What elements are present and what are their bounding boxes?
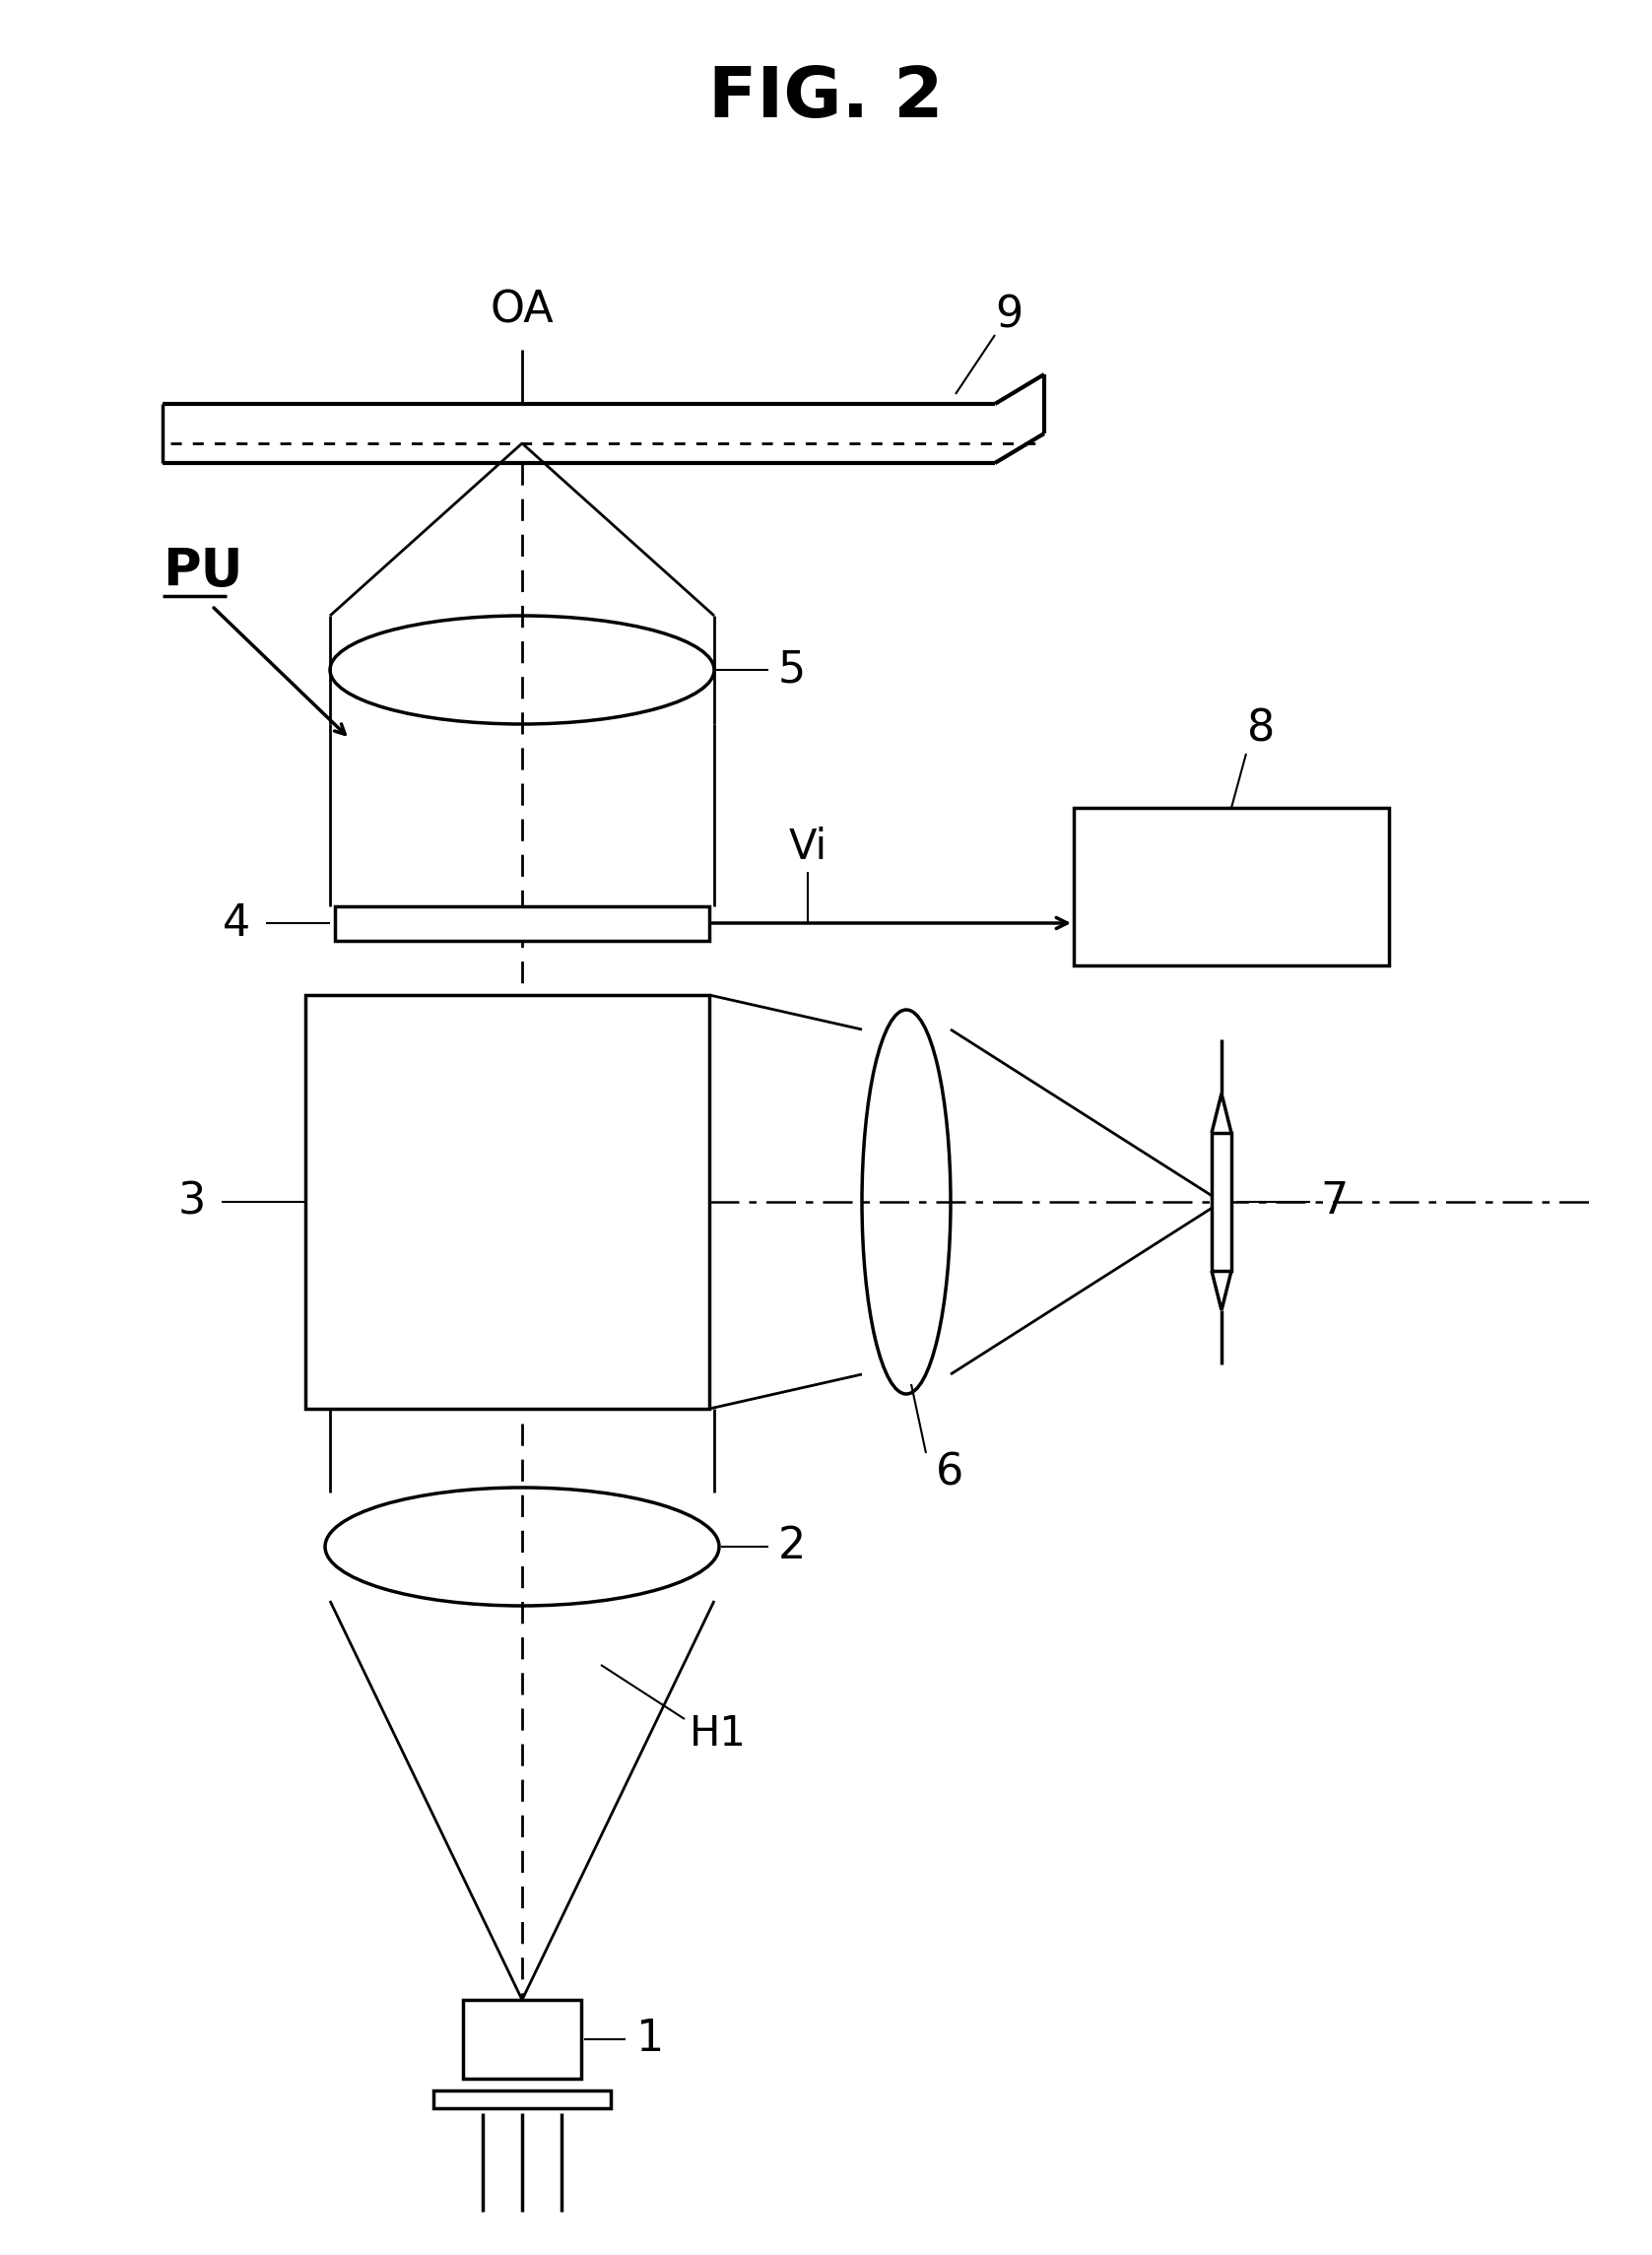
Text: 8: 8 <box>1247 708 1275 751</box>
Text: H1: H1 <box>689 1714 747 1754</box>
Text: 6: 6 <box>935 1452 963 1495</box>
Bar <box>306 994 709 1409</box>
Bar <box>433 2090 611 2108</box>
Text: 7: 7 <box>1320 1182 1348 1222</box>
Bar <box>463 2000 582 2079</box>
Bar <box>1074 807 1389 965</box>
Text: 4: 4 <box>223 902 251 945</box>
Text: Vi: Vi <box>788 828 828 868</box>
Text: 1: 1 <box>636 2018 662 2061</box>
Text: 5: 5 <box>778 649 806 690</box>
Text: 3: 3 <box>178 1182 206 1222</box>
Text: OA: OA <box>491 289 553 331</box>
Bar <box>1211 1132 1231 1272</box>
Text: 9: 9 <box>995 293 1023 336</box>
Text: CONTROL
CIRCUIT: CONTROL CIRCUIT <box>1128 846 1335 927</box>
Bar <box>335 907 709 940</box>
Text: PU: PU <box>162 546 243 598</box>
Text: FIG. 2: FIG. 2 <box>709 65 943 133</box>
Text: 2: 2 <box>778 1524 806 1567</box>
